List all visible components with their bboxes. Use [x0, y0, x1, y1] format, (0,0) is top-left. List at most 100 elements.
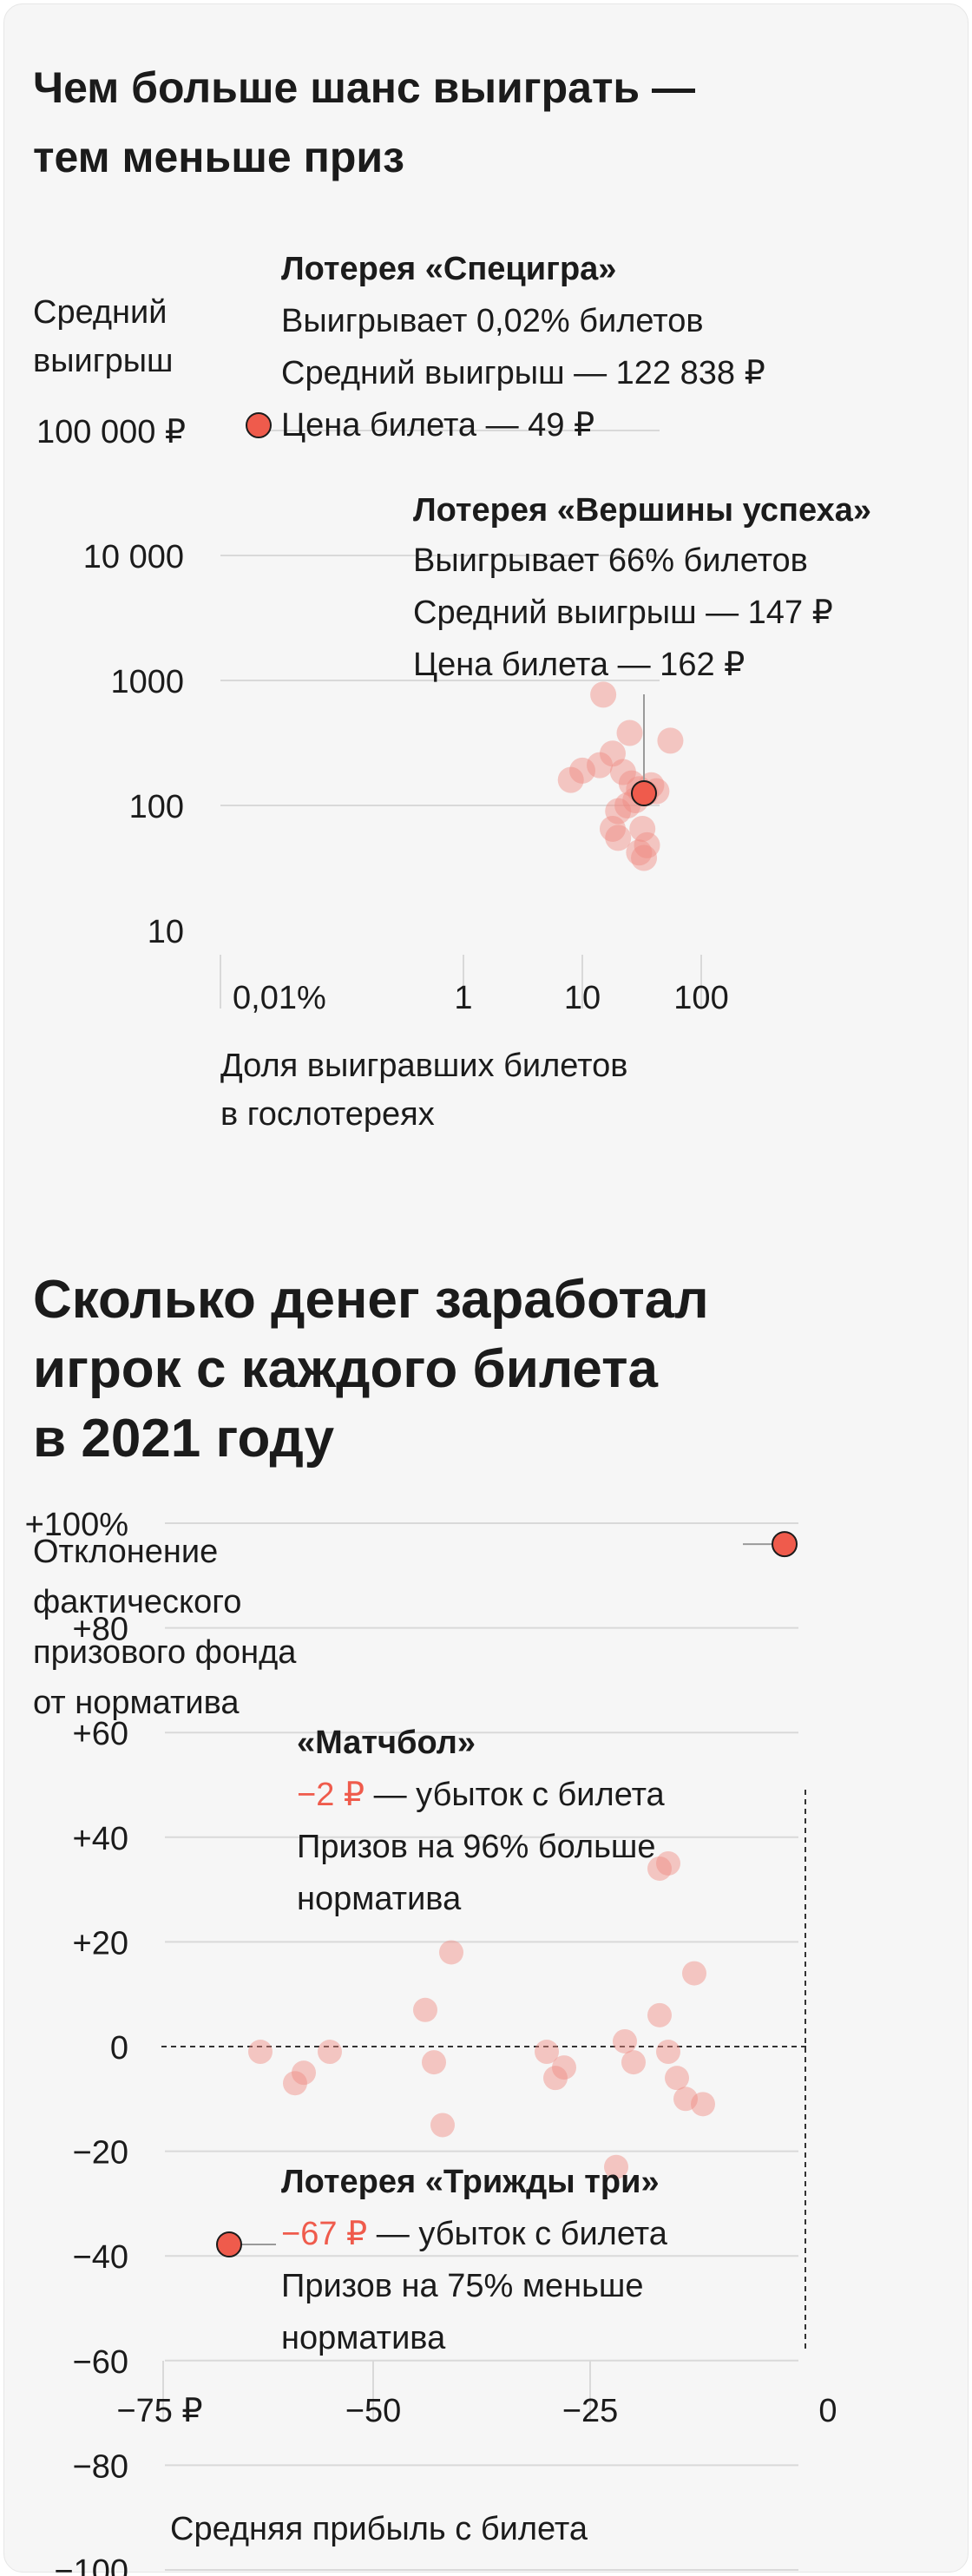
chart-2-point	[613, 2028, 637, 2054]
chart-1-highlight-name: Лотерея «Специгра»	[281, 251, 616, 287]
chart-1-highlight-line: Средний выигрыш — 122 838 ₽	[281, 355, 765, 391]
chart-1-x-tick-label: 0,01%	[233, 980, 326, 1016]
chart-1-x-tick-label: 100	[673, 980, 728, 1016]
chart-2-y-tick-label: +60	[73, 1716, 128, 1752]
chart-2-point	[292, 2060, 316, 2086]
chart-2-point	[656, 1850, 680, 1876]
chart-2-y-ticks: +100%+80+60+40+200−20−40−60−80−100−120	[25, 1507, 128, 2576]
chart-1-x-tick-label: 10	[564, 980, 601, 1016]
chart-2-y-tick-label: −100	[54, 2553, 128, 2576]
chart-1-ylabel-line-1: Средний	[33, 294, 167, 331]
chart-2-point	[430, 2113, 455, 2138]
chart-2-point	[552, 2055, 576, 2080]
chart-2-title-line-1: Сколько денег заработал	[33, 1270, 709, 1330]
chart-2-y-tick-label: +20	[73, 1925, 128, 1962]
chart-1-point	[605, 825, 632, 851]
chart-1-y-tick-label: 100	[129, 789, 184, 825]
chart-2-y-tick-label: −80	[73, 2448, 128, 2485]
chart-1-y-tick-label: 100 000 ₽	[36, 414, 186, 450]
chart-1-points	[557, 681, 684, 871]
chart-1-title-line-1: Чем больше шанс выиграть —	[33, 63, 695, 112]
chart-2-y-tick-label: +40	[73, 1821, 128, 1857]
chart-1-point	[599, 815, 626, 842]
chart-2-highlight-name: «Матчбол»	[297, 1725, 476, 1761]
chart-1-highlight-name: Лотерея «Вершины успеха»	[413, 492, 871, 529]
chart-2-y-tick-label: −40	[73, 2239, 128, 2276]
chart-2-x-ticks: −75 ₽ −50 −25 0	[116, 2361, 837, 2429]
chart-2-highlight-line: норматива	[281, 2320, 446, 2356]
chart-2-point	[647, 1856, 672, 1881]
chart-1-point	[657, 727, 684, 754]
chart-1: Чем больше шанс выиграть — тем меньше пр…	[33, 63, 871, 1133]
chart-2-highlight-line: Призов на 96% больше	[297, 1829, 656, 1865]
chart-2-y-tick-label: −20	[73, 2135, 128, 2172]
chart-2-xlabel: Средняя прибыль с билета	[170, 2511, 588, 2547]
chart-2-ylabel-line-3: призового фонда	[33, 1634, 297, 1671]
chart-1-highlight-point	[631, 780, 657, 806]
chart-2-point	[656, 2040, 680, 2065]
chart-1-point	[599, 740, 626, 767]
chart-2-ylabel-line-4: от норматива	[33, 1685, 240, 1721]
chart-2-ylabel-line-2: фактического	[33, 1584, 241, 1620]
chart-1-xlabel-line-1: Доля выигравших билетов	[220, 1048, 627, 1084]
chart-1-point	[569, 757, 595, 784]
chart-2-highlight-point	[216, 2231, 242, 2257]
chart-2-highlight-line: норматива	[297, 1881, 462, 1917]
chart-2-point	[682, 1961, 706, 1986]
chart-1-y-ticks: 100 000 ₽ 10 000 1000 100 10	[36, 414, 186, 950]
chart-2-y-tick-label: −60	[73, 2344, 128, 2381]
chart-2-point	[543, 2066, 568, 2091]
chart-1-xlabel-line-2: в гослотереях	[220, 1096, 435, 1133]
chart-2-y-tick-label: +80	[73, 1612, 128, 1648]
chart-2: Сколько денег заработал игрок с каждого …	[25, 1270, 837, 2576]
chart-2-title-line-3: в 2021 году	[33, 1409, 335, 1469]
chart-1-highlights: Лотерея «Специгра» Выигрывает 0,02% билет…	[246, 251, 871, 806]
chart-1-highlight-line: Средний выигрыш — 147 ₽	[413, 595, 833, 631]
chart-2-point	[647, 2002, 672, 2027]
chart-1-point	[631, 844, 658, 871]
chart-2-point	[318, 2040, 342, 2065]
chart-1-point	[629, 815, 656, 842]
chart-1-highlight-line: Цена билета — 162 ₽	[413, 647, 745, 683]
chart-2-point	[535, 2040, 559, 2065]
chart-2-point	[673, 2086, 698, 2112]
chart-2-point	[413, 1997, 437, 2022]
chart-1-highlight-point	[246, 412, 272, 438]
chart-2-point	[248, 2040, 273, 2065]
chart-2-highlights: «Матчбол» −2 ₽ — убыток с билета Призов на…	[216, 1531, 798, 2356]
chart-2-x-tick-label: −50	[345, 2393, 401, 2429]
chart-2-point	[691, 2092, 715, 2117]
chart-1-point	[590, 681, 617, 708]
chart-2-highlight-line: Призов на 75% меньше	[281, 2268, 644, 2304]
chart-1-point	[634, 831, 660, 858]
chart-1-point	[557, 766, 584, 793]
chart-1-point	[616, 720, 643, 746]
chart-2-highlight-value: −67 ₽ — убыток с билета	[281, 2216, 668, 2252]
chart-2-y-tick-label: 0	[110, 2030, 128, 2067]
chart-2-points	[248, 1850, 715, 2179]
chart-2-highlight-point	[772, 1531, 798, 1558]
chart-2-highlight-value: −2 ₽ — убыток с билета	[297, 1777, 666, 1813]
chart-1-y-tick-label: 1000	[110, 664, 184, 700]
chart-2-point	[283, 2071, 307, 2096]
chart-2-point	[422, 2050, 446, 2075]
chart-2-ylabel-line-1: Отклонение	[33, 1534, 218, 1570]
chart-2-highlight-value-suffix: — убыток с билета	[364, 1777, 665, 1813]
chart-2-highlight-value-number: −67 ₽	[281, 2216, 367, 2252]
chart-1-point	[605, 798, 632, 825]
chart-2-point	[621, 2050, 646, 2075]
chart-1-highlight-line: Выигрывает 0,02% билетов	[281, 303, 704, 339]
chart-2-x-tick-label: −25	[562, 2393, 618, 2429]
chart-2-gridlines	[161, 1522, 807, 2571]
chart-1-point	[626, 839, 653, 866]
chart-1-y-tick-label: 10 000	[83, 539, 184, 575]
chart-2-title-line-2: игрок с каждого билета	[33, 1339, 658, 1399]
chart-card	[3, 3, 969, 2573]
chart-1-point	[587, 752, 614, 779]
chart-2-highlight-value-suffix: — убыток с билета	[367, 2216, 667, 2252]
chart-1-gridlines	[220, 430, 660, 806]
chart-2-highlight-name: Лотерея «Трижды три»	[281, 2164, 660, 2200]
chart-2-x-tick-label: −75 ₽	[116, 2393, 202, 2429]
chart-1-x-tick-label: 1	[454, 980, 472, 1016]
